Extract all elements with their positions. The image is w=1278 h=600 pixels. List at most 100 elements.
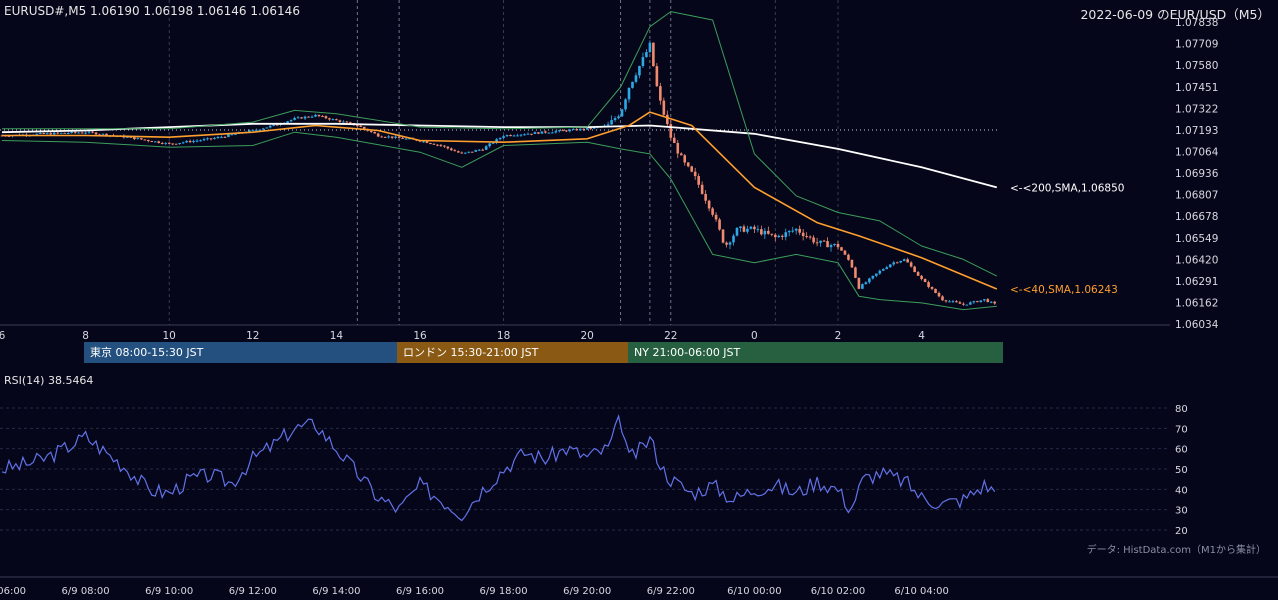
candle-body [206, 138, 209, 140]
candle-body [812, 237, 815, 243]
candle-body [568, 129, 572, 132]
candle-body [679, 153, 683, 156]
candle-body [425, 141, 429, 144]
candle-body [383, 136, 387, 138]
candle-body [87, 131, 91, 133]
candle-body [342, 121, 345, 123]
candle-body [631, 81, 634, 88]
candle-body [753, 226, 756, 230]
candle-body [638, 65, 641, 76]
candle-body [39, 132, 42, 134]
price-tick: 1.07451 [1175, 82, 1218, 94]
candle-body [59, 132, 63, 134]
candle-body [969, 302, 972, 305]
candle-body [620, 109, 624, 117]
candle-body [578, 128, 582, 131]
candle-body [641, 57, 645, 66]
source-note: データ: HistData.com（M1から集計） [1086, 545, 1266, 556]
bollinger-lower-line [1, 131, 997, 311]
price-tick: 1.07064 [1175, 147, 1219, 159]
candle-body [892, 262, 896, 265]
candle-body [857, 277, 861, 289]
candle-body [686, 162, 690, 167]
candle-body [275, 124, 279, 126]
candle-body [725, 242, 728, 245]
candle-body [450, 148, 453, 151]
candle-body [143, 139, 147, 141]
candle-body [645, 52, 648, 58]
candle-body [512, 135, 516, 137]
candle-body [390, 136, 394, 138]
candle-body [666, 114, 669, 125]
candle-body [251, 129, 255, 131]
rsi-time-tick: 6/9 22:00 [647, 586, 695, 597]
candle-body [35, 133, 39, 135]
candle-body [491, 142, 495, 144]
time-tick: 2 [835, 330, 842, 342]
candle-body [488, 143, 491, 147]
candle-body [533, 132, 537, 135]
candle-body [98, 134, 101, 136]
candle-body [829, 245, 833, 248]
candle-body [331, 119, 335, 121]
candle-body [397, 136, 401, 138]
candle-body [819, 240, 822, 243]
candle-body [505, 135, 509, 137]
price-tick: 1.06162 [1175, 298, 1218, 310]
candle-body [261, 128, 265, 130]
candle-body [693, 171, 697, 177]
candle-body [815, 242, 819, 244]
candle-body [592, 127, 596, 129]
candle-body [147, 139, 150, 142]
candle-body [140, 138, 143, 140]
candle-body [133, 137, 136, 140]
candle-body [460, 152, 464, 154]
candle-body [345, 121, 349, 123]
candle-body [777, 235, 781, 238]
candle-body [227, 134, 230, 137]
candle-body [498, 137, 502, 140]
candle-body [774, 234, 777, 238]
rsi-line [1, 414, 996, 522]
candle-body [899, 261, 902, 263]
candle-body [303, 116, 307, 119]
candle-body [909, 262, 913, 267]
candle-body [94, 132, 98, 135]
candle-body [380, 136, 383, 138]
candle-body [101, 133, 105, 135]
price-tick: 1.07322 [1175, 103, 1218, 115]
candle-body [582, 128, 586, 130]
rsi-tick: 20 [1175, 526, 1188, 537]
candle-body [962, 303, 965, 305]
candle-body [484, 146, 488, 150]
candle-body [52, 132, 56, 135]
time-tick: 0 [751, 330, 758, 342]
rsi-time-tick: 6/10 04:00 [894, 586, 948, 597]
candle-body [648, 42, 652, 53]
candle-body [861, 284, 864, 289]
rsi-time-tick: 6/9 20:00 [563, 586, 611, 597]
candle-body [843, 250, 847, 255]
candle-body [652, 42, 655, 67]
candle-body [881, 269, 885, 271]
price-tick: 1.06678 [1175, 211, 1218, 223]
candle-body [84, 132, 87, 134]
candle-body [467, 151, 471, 153]
candle-body [787, 230, 791, 233]
candle-body [495, 139, 498, 143]
candle-body [930, 286, 934, 289]
candle-body [70, 131, 73, 134]
candle-body [359, 125, 363, 127]
time-tick: 8 [82, 330, 89, 342]
candle-body [164, 142, 168, 144]
candle-body [446, 146, 450, 149]
candle-body [470, 151, 474, 153]
rsi-tick: 70 [1175, 424, 1188, 435]
candle-body [575, 128, 579, 131]
candle-body [627, 87, 631, 100]
candle-body [714, 214, 718, 220]
candle-body [791, 230, 795, 232]
candle-body [878, 270, 882, 274]
candle-body [66, 133, 70, 135]
candle-body [704, 193, 707, 201]
